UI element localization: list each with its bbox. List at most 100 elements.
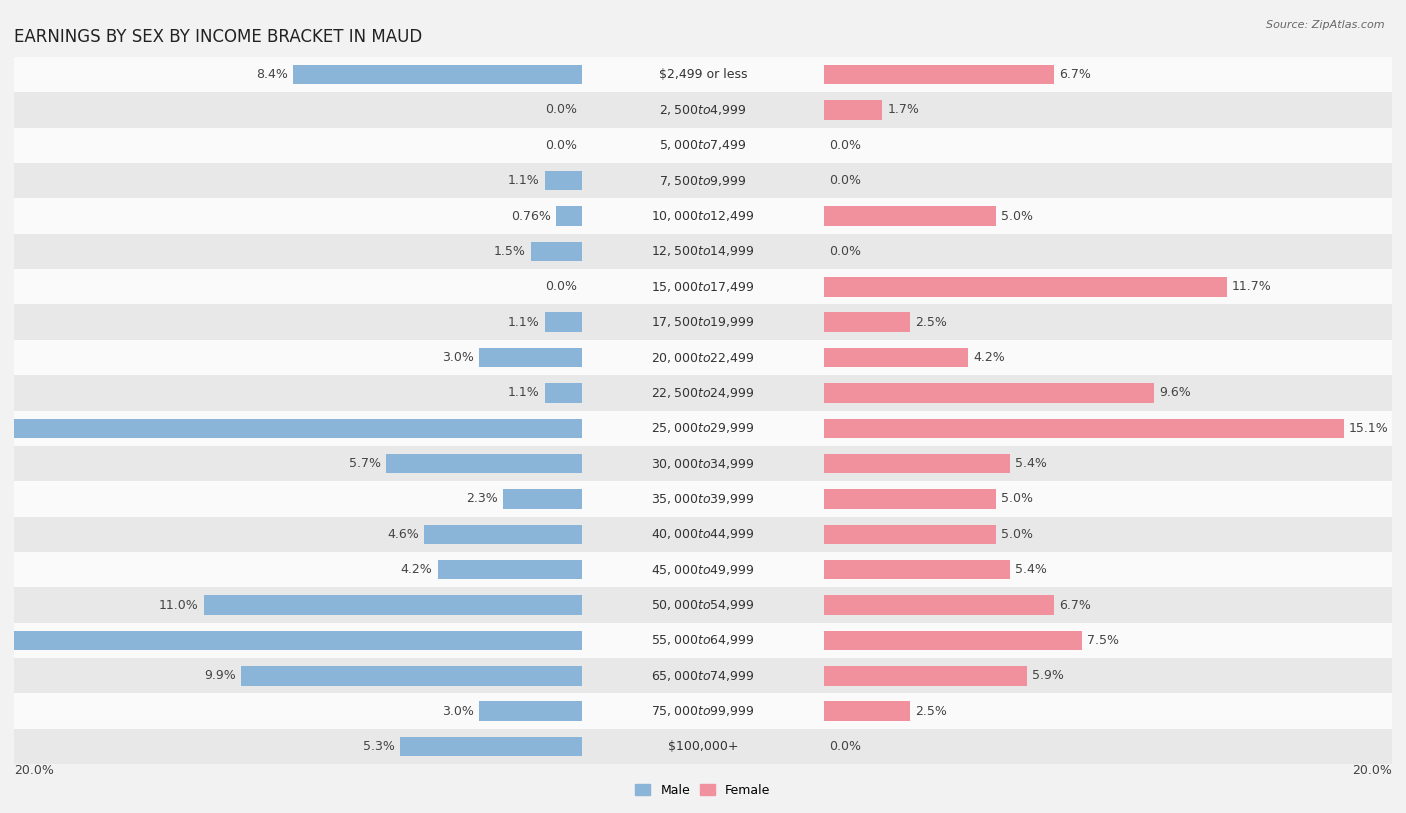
Text: 5.7%: 5.7% bbox=[349, 457, 381, 470]
Text: $55,000 to $64,999: $55,000 to $64,999 bbox=[651, 633, 755, 647]
Bar bbox=[14, 198, 1392, 234]
Text: 1.5%: 1.5% bbox=[494, 245, 526, 258]
Text: $45,000 to $49,999: $45,000 to $49,999 bbox=[651, 563, 755, 576]
Bar bbox=[824, 666, 1026, 685]
Text: $15,000 to $17,499: $15,000 to $17,499 bbox=[651, 280, 755, 293]
Bar bbox=[14, 411, 1392, 446]
Bar bbox=[14, 729, 1392, 764]
Bar bbox=[824, 277, 1226, 297]
Bar bbox=[824, 65, 1054, 85]
Text: 4.6%: 4.6% bbox=[387, 528, 419, 541]
Bar bbox=[14, 57, 1392, 92]
Text: 7.5%: 7.5% bbox=[1087, 634, 1119, 647]
Text: $2,500 to $4,999: $2,500 to $4,999 bbox=[659, 103, 747, 117]
Text: $20,000 to $22,499: $20,000 to $22,499 bbox=[651, 350, 755, 364]
Bar bbox=[14, 517, 1392, 552]
Text: 0.0%: 0.0% bbox=[546, 280, 578, 293]
Bar bbox=[14, 446, 1392, 481]
Text: 8.4%: 8.4% bbox=[256, 68, 288, 81]
Text: 0.0%: 0.0% bbox=[828, 740, 860, 753]
Bar bbox=[14, 233, 1392, 269]
Text: 15.1%: 15.1% bbox=[1348, 422, 1389, 435]
Bar bbox=[479, 348, 582, 367]
Bar bbox=[824, 312, 910, 332]
Text: $7,500 to $9,999: $7,500 to $9,999 bbox=[659, 174, 747, 188]
Text: 3.0%: 3.0% bbox=[441, 705, 474, 718]
Bar bbox=[824, 631, 1083, 650]
Bar bbox=[824, 489, 995, 509]
Bar bbox=[0, 631, 582, 650]
Text: 5.0%: 5.0% bbox=[1001, 210, 1033, 223]
Text: $12,500 to $14,999: $12,500 to $14,999 bbox=[651, 245, 755, 259]
Text: 6.7%: 6.7% bbox=[1060, 598, 1091, 611]
Bar bbox=[14, 623, 1392, 659]
Text: $10,000 to $12,499: $10,000 to $12,499 bbox=[651, 209, 755, 223]
Text: $17,500 to $19,999: $17,500 to $19,999 bbox=[651, 315, 755, 329]
Text: 0.0%: 0.0% bbox=[828, 139, 860, 152]
Text: Source: ZipAtlas.com: Source: ZipAtlas.com bbox=[1267, 20, 1385, 30]
Bar bbox=[14, 587, 1392, 623]
Bar bbox=[531, 241, 582, 261]
Bar bbox=[204, 595, 582, 615]
Bar bbox=[824, 560, 1010, 580]
Bar bbox=[824, 207, 995, 226]
Text: 11.0%: 11.0% bbox=[159, 598, 198, 611]
Text: 1.7%: 1.7% bbox=[887, 103, 920, 116]
Text: $35,000 to $39,999: $35,000 to $39,999 bbox=[651, 492, 755, 506]
Text: 20.0%: 20.0% bbox=[14, 764, 53, 777]
Bar bbox=[824, 595, 1054, 615]
Bar bbox=[399, 737, 582, 756]
Text: 1.1%: 1.1% bbox=[508, 315, 540, 328]
Bar bbox=[544, 171, 582, 190]
Text: 5.4%: 5.4% bbox=[1015, 563, 1046, 576]
Text: 5.0%: 5.0% bbox=[1001, 493, 1033, 506]
Bar bbox=[14, 340, 1392, 375]
Text: 5.9%: 5.9% bbox=[1032, 669, 1064, 682]
Text: EARNINGS BY SEX BY INCOME BRACKET IN MAUD: EARNINGS BY SEX BY INCOME BRACKET IN MAU… bbox=[14, 28, 422, 46]
Bar bbox=[14, 128, 1392, 163]
Bar bbox=[437, 560, 582, 580]
Text: 4.2%: 4.2% bbox=[973, 351, 1005, 364]
Bar bbox=[14, 693, 1392, 729]
Bar bbox=[824, 100, 882, 120]
Text: 11.7%: 11.7% bbox=[1232, 280, 1271, 293]
Legend: Male, Female: Male, Female bbox=[636, 784, 770, 797]
Text: $40,000 to $44,999: $40,000 to $44,999 bbox=[651, 528, 755, 541]
Bar bbox=[242, 666, 582, 685]
Bar bbox=[14, 376, 1392, 411]
Bar bbox=[14, 163, 1392, 198]
Text: 9.6%: 9.6% bbox=[1160, 386, 1191, 399]
Bar bbox=[14, 304, 1392, 340]
Text: 5.4%: 5.4% bbox=[1015, 457, 1046, 470]
Text: $75,000 to $99,999: $75,000 to $99,999 bbox=[651, 704, 755, 718]
Text: 0.76%: 0.76% bbox=[512, 210, 551, 223]
Bar bbox=[824, 702, 910, 721]
Bar bbox=[544, 312, 582, 332]
Text: 1.1%: 1.1% bbox=[508, 386, 540, 399]
Bar bbox=[14, 92, 1392, 128]
Text: 0.0%: 0.0% bbox=[546, 103, 578, 116]
Text: 0.0%: 0.0% bbox=[828, 174, 860, 187]
Text: 5.0%: 5.0% bbox=[1001, 528, 1033, 541]
Bar bbox=[387, 454, 582, 473]
Text: 0.0%: 0.0% bbox=[828, 245, 860, 258]
Bar bbox=[14, 269, 1392, 304]
Bar bbox=[503, 489, 582, 509]
Bar bbox=[824, 524, 995, 544]
Text: 20.0%: 20.0% bbox=[1353, 764, 1392, 777]
Bar bbox=[14, 481, 1392, 517]
Text: $22,500 to $24,999: $22,500 to $24,999 bbox=[651, 386, 755, 400]
Text: 5.3%: 5.3% bbox=[363, 740, 395, 753]
Bar bbox=[824, 454, 1010, 473]
Text: 1.1%: 1.1% bbox=[508, 174, 540, 187]
Text: 3.0%: 3.0% bbox=[441, 351, 474, 364]
Bar bbox=[14, 552, 1392, 587]
Bar bbox=[0, 419, 582, 438]
Bar bbox=[14, 659, 1392, 693]
Text: $65,000 to $74,999: $65,000 to $74,999 bbox=[651, 669, 755, 683]
Text: 2.5%: 2.5% bbox=[915, 705, 946, 718]
Bar bbox=[824, 348, 969, 367]
Bar bbox=[824, 419, 1344, 438]
Text: $2,499 or less: $2,499 or less bbox=[659, 68, 747, 81]
Text: 9.9%: 9.9% bbox=[204, 669, 236, 682]
